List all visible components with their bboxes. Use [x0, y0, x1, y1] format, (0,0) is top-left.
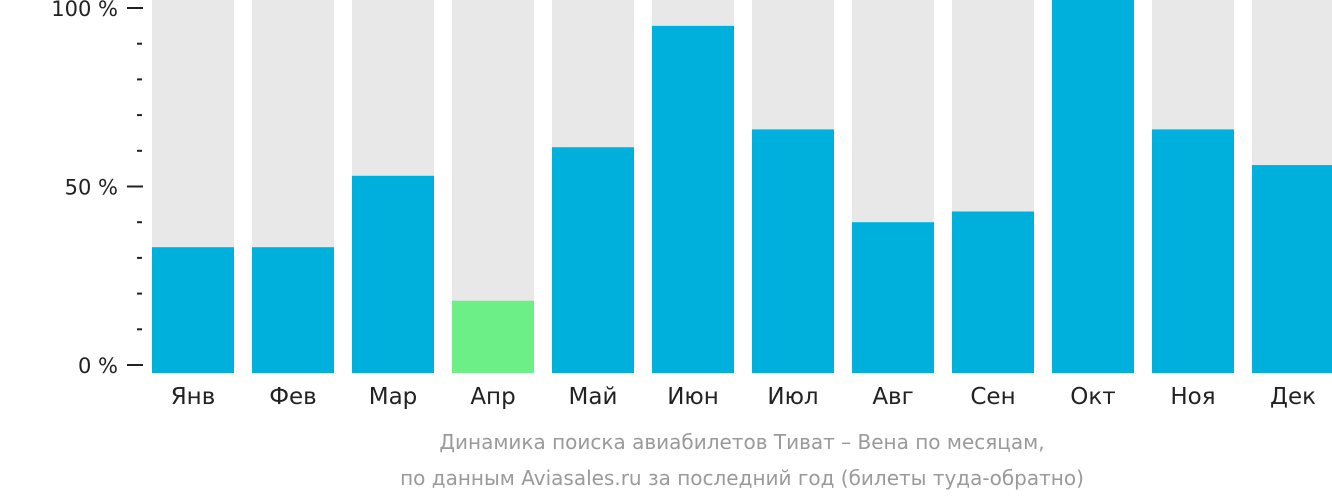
bar-11 — [1152, 129, 1234, 373]
x-axis-labels: Янв Фев Мар Апр Май Июн Июл Авг Сен Окт Ноя Дек — [171, 384, 1316, 410]
bar-7 — [752, 129, 834, 373]
x-tick-label: Ноя — [1170, 384, 1215, 410]
bar-6 — [652, 25, 734, 373]
x-tick-label: Май — [569, 384, 618, 410]
x-tick-label: Фев — [269, 384, 317, 410]
x-tick-label: Авг — [872, 384, 913, 410]
bar-12 — [1252, 165, 1332, 373]
chart-caption-line-1: Динамика поиска авиабилетов Тиват – Вена… — [439, 430, 1045, 454]
chart-caption-line-2: по данным Aviasales.ru за последний год … — [400, 466, 1084, 490]
x-tick-label: Янв — [171, 384, 216, 410]
y-tick-label: 100 % — [51, 0, 118, 21]
bar-4 — [452, 300, 534, 373]
x-tick-label: Дек — [1270, 384, 1316, 410]
y-tick-label: 50 % — [65, 176, 118, 200]
x-tick-label: Мар — [369, 384, 418, 410]
x-tick-label: Июл — [767, 384, 818, 410]
x-tick-label: Апр — [470, 384, 515, 410]
bar-5 — [552, 147, 634, 373]
bar-10 — [1052, 0, 1134, 373]
y-axis: 0 % 50 % 100 % — [51, 0, 143, 378]
bar-3 — [352, 175, 434, 373]
bar-2 — [252, 247, 334, 373]
x-tick-label: Июн — [667, 384, 719, 410]
bar-9 — [952, 211, 1034, 373]
y-tick-label: 0 % — [78, 354, 118, 378]
x-tick-label: Окт — [1070, 384, 1115, 410]
x-tick-label: Сен — [970, 384, 1015, 410]
bar-1 — [152, 247, 234, 373]
bar-8 — [852, 222, 934, 373]
bar-chart: 0 % 50 % 100 % Янв Фев Мар Апр Май Июн Июл Авг Сен… — [51, 0, 1332, 410]
bars — [152, 0, 1332, 373]
